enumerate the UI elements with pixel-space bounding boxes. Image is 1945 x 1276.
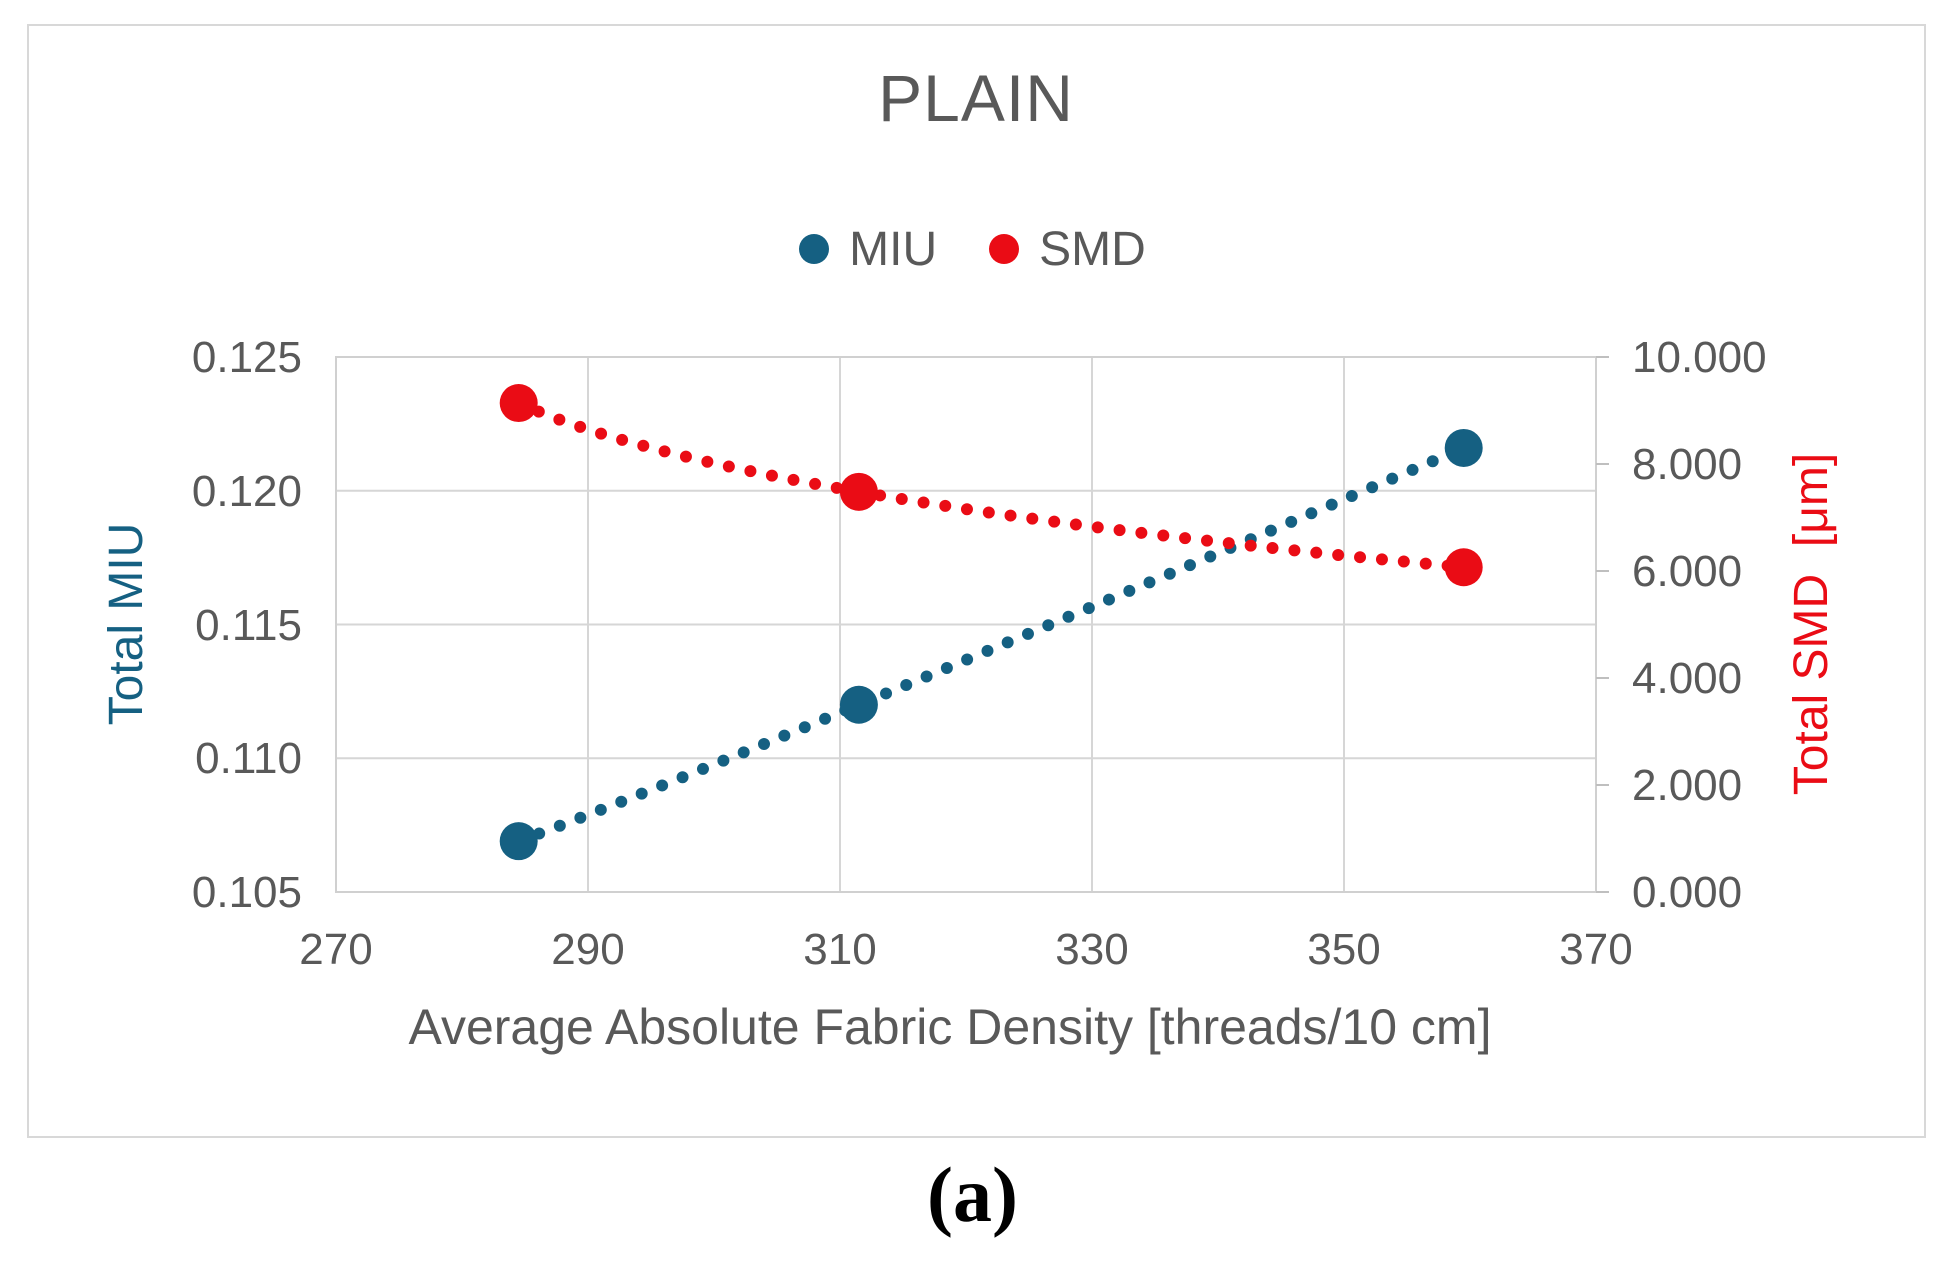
right-axis-tick-label|yr-ticks: 0.000 [1632,868,1743,917]
panel-label: (a) [927,1151,1018,1238]
miu-data-point [839,685,878,724]
smd-trendline [512,397,1470,574]
right-axis-tick-label|yr-ticks: 2.000 [1632,761,1743,810]
x-axis-tick-label|x-ticks: 270 [299,925,373,974]
x-axis-tick-label|x-ticks: 290 [551,925,625,974]
left-axis-tick-label|yl-ticks: 0.110 [195,734,302,784]
x-axis-tick-label|x-ticks: 370 [1559,925,1633,974]
x-axis-tick-label|x-ticks: 310 [803,925,877,974]
legend-item-miu: MIU [799,222,937,277]
smd-data-point [499,384,538,423]
right-axis-tick-label|yr-ticks: 4.000 [1632,654,1743,703]
left-axis-tick-label|yl-ticks: 0.125 [191,333,302,382]
smd-data-point [839,472,878,511]
miu-data-point [499,822,538,861]
left-axis-tick-label|yl-ticks: 0.120 [191,466,302,516]
y-axis-title-right: Total SMD [μm] [1785,452,1838,796]
legend-label-smd: SMD [1039,222,1146,276]
smd-data-point [1444,548,1483,587]
miu-trendline [512,441,1470,848]
x-axis-tick-label|x-ticks: 330 [1055,925,1129,974]
right-axis-tick-label|yr-ticks: 6.000 [1632,547,1743,596]
x-axis-title: Average Absolute Fabric Density [threads… [408,999,1492,1055]
chart-area [27,24,1926,1138]
legend-item-smd: SMD [989,222,1146,277]
x-axis-tick-label|x-ticks: 350 [1307,925,1381,974]
plot-border [335,356,1597,893]
left-axis-tick-label|yl-ticks: 0.115 [195,600,302,650]
chart-title: PLAIN [878,61,1074,135]
smd-legend-dot-icon [989,234,1020,264]
right-axis-tick-label|yr-ticks: 10.000 [1632,333,1767,382]
miu-data-point [1444,428,1483,467]
left-axis-tick-label|yl-ticks: 0.105 [191,868,302,917]
chart-legend: MIU SMD [0,220,1945,278]
legend-label-miu: MIU [849,222,938,276]
miu-legend-dot-icon [799,234,830,264]
right-axis-tick-label|yr-ticks: 8.000 [1632,440,1743,489]
